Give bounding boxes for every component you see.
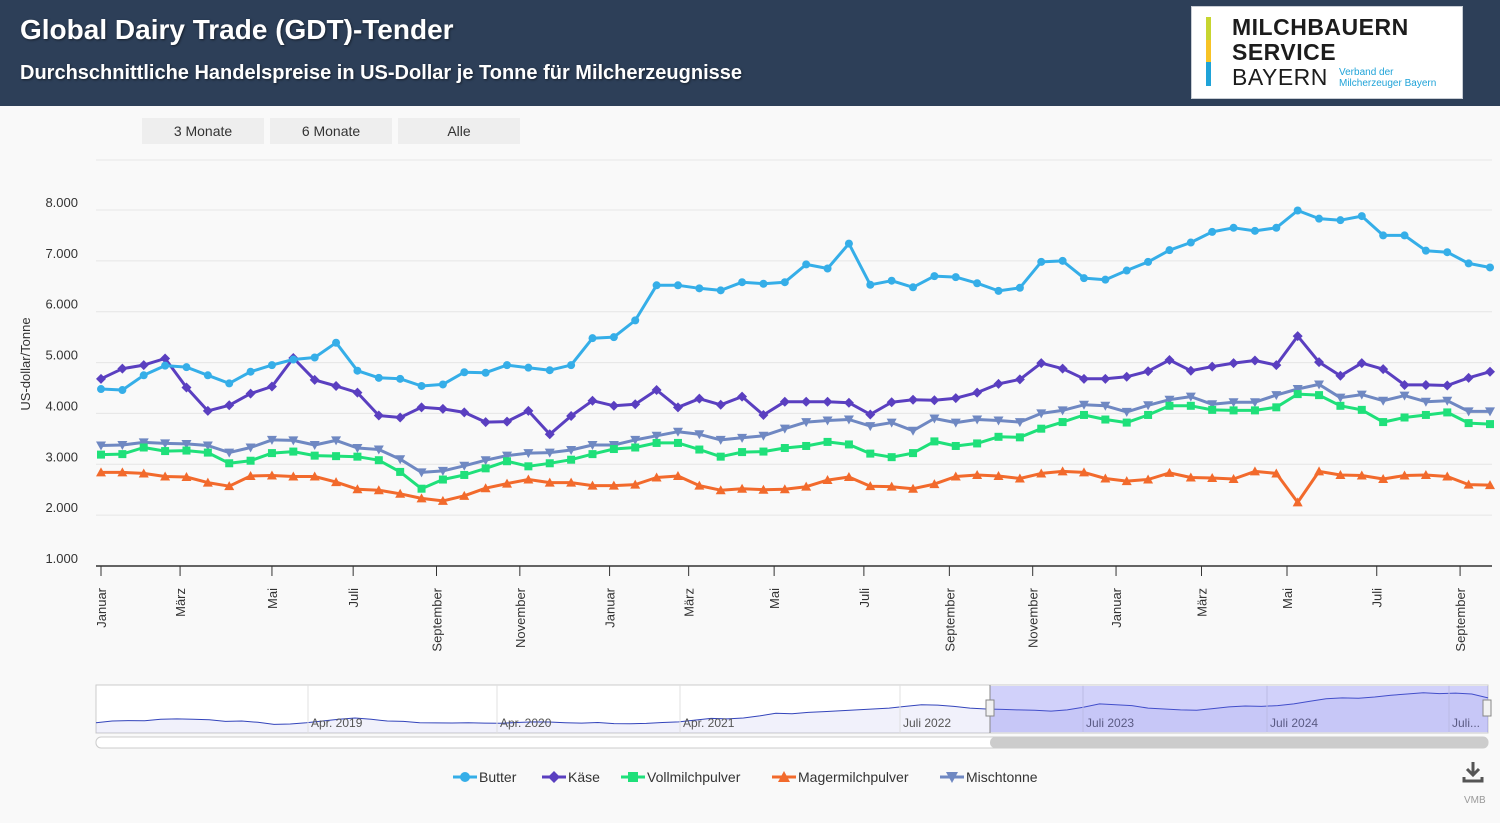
logo-line-1: MILCHBAUERN: [1232, 14, 1409, 40]
chart-legend: Butter Käse Vollmilchpulver Magermilchpu…: [0, 768, 1500, 788]
milchbauern-logo: MILCHBAUERN SERVICE BAYERN Verband der M…: [1191, 6, 1463, 99]
logo-tagline-1: Verband der: [1339, 67, 1394, 78]
range-button-3-months[interactable]: 3 Monate: [142, 118, 264, 144]
chart-background: [0, 106, 1500, 823]
range-button-6-months[interactable]: 6 Monate: [270, 118, 392, 144]
legend-label-kaese: Käse: [568, 769, 600, 785]
logo-bar-yellow-green: [1206, 17, 1211, 43]
export-button[interactable]: [1458, 758, 1488, 786]
legend-symbol-kaese: [542, 771, 566, 783]
legend-label-mischtonne: Mischtonne: [966, 769, 1038, 785]
logo-bar-blue: [1206, 62, 1211, 86]
range-button-all[interactable]: Alle: [398, 118, 520, 144]
legend-label-magermilchpulver: Magermilchpulver: [798, 769, 909, 785]
legend-label-vollmilchpulver: Vollmilchpulver: [647, 769, 741, 785]
legend-symbol-magermilchpulver: [772, 771, 796, 782]
logo-line-3: BAYERN: [1232, 64, 1328, 90]
chart-title: Global Dairy Trade (GDT)-Tender: [20, 14, 454, 45]
logo-tagline-2: Milcherzeuger Bayern: [1339, 78, 1437, 89]
chart-header: Global Dairy Trade (GDT)-Tender Durchsch…: [0, 0, 1500, 106]
download-icon: [1462, 762, 1484, 783]
logo-line-2: SERVICE: [1232, 39, 1337, 65]
legend-symbol-butter: [453, 772, 477, 782]
logo-bar-yellow: [1206, 40, 1211, 62]
chart-credit: VMB: [1464, 795, 1486, 806]
legend-label-butter: Butter: [479, 769, 517, 785]
logo-tagline: Verband der Milcherzeuger Bayern: [1339, 67, 1459, 89]
legend-symbol-vollmilchpulver: [621, 772, 645, 782]
chart-subtitle: Durchschnittliche Handelspreise in US-Do…: [20, 62, 743, 84]
legend-symbol-mischtonne: [940, 772, 964, 783]
